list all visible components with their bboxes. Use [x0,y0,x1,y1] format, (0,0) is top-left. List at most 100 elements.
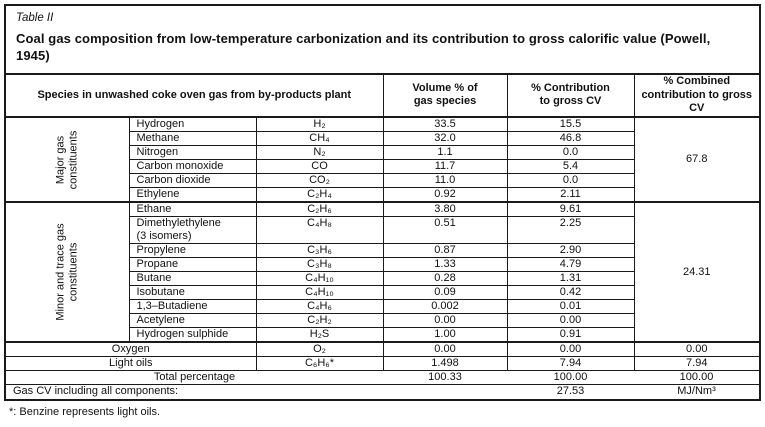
table-row: Propylene C₃H₆ 0.87 2.90 [6,243,759,259]
gas-cv-unit: MJ/Nm³ [634,384,759,399]
species-name: Dimethylethylene (3 isomers) [129,216,257,245]
volume-value: 0.00 [382,341,508,358]
species-formula: C₆H₆* [255,356,384,372]
contribution-value: 5.4 [506,159,634,175]
col-header-species: Species in unwashed coke oven gas from b… [6,74,384,119]
species-name: Oxygen [6,341,257,358]
gas-cv-label: Gas CV including all components: [6,384,507,399]
volume-value: 0.51 [382,216,508,245]
species-name: Propane [129,257,257,273]
table-number: Table II [16,12,54,24]
col-header-combined: % Combined contribution to gross CV [633,74,759,119]
table-row: Propane C₃H₈ 1.33 4.79 [6,257,759,273]
contribution-value: 15.5 [506,116,635,133]
gas-cv-value: 27.53 [507,384,634,399]
species-name: Methane [129,131,257,147]
total-contribution: 100.00 [507,370,634,386]
contribution-value: 7.94 [506,356,635,372]
contribution-value: 2.90 [506,243,634,259]
table-row: Major gas constituents Hydrogen H₂ 33.5 … [6,116,759,203]
species-formula: H₂S [255,327,384,343]
species-formula: CH₄ [255,131,384,147]
contribution-value: 9.61 [506,201,635,218]
species-formula: C₂H₂ [255,313,384,329]
total-volume: 100.33 [383,370,507,386]
data-table: Species in unwashed coke oven gas from b… [6,74,759,399]
species-name: Light oils [6,356,257,372]
species-name: 1,3–Butadiene [129,299,257,315]
volume-value: 1.00 [382,327,508,343]
table-row: Dimethylethylene (3 isomers) C₄H₈ 0.51 2… [6,216,759,245]
table-row: Light oils C₆H₆* 1.498 7.94 7.94 [6,356,759,372]
volume-value: 32.0 [382,131,508,147]
contribution-value: 0.0 [506,173,634,189]
contribution-value: 0.91 [506,327,634,343]
volume-value: 1.1 [382,145,508,161]
volume-value: 0.002 [382,299,508,315]
table-row: Acetylene C₂H₂ 0.00 0.00 [6,313,759,329]
total-row: Total percentage 100.33 100.00 100.00 [6,370,759,386]
species-formula: CO [255,159,384,175]
contribution-value: 2.11 [506,187,634,203]
species-formula: C₄H₁₀ [255,271,384,287]
species-formula: C₂H₆ [255,201,384,218]
table-row: Oxygen O₂ 0.00 0.00 0.00 [6,341,759,358]
species-formula: H₂ [255,116,384,133]
table-row: Carbon dioxide CO₂ 11.0 0.0 [6,173,759,189]
contribution-value: 4.79 [506,257,634,273]
total-combined: 100.00 [634,370,759,386]
table-row: Ethylene C₂H₄ 0.92 2.11 [6,187,759,203]
species-name: Nitrogen [129,145,257,161]
species-name: Ethylene [129,187,257,203]
combined-value: 0.00 [633,341,759,358]
volume-value: 0.87 [382,243,508,259]
contribution-value: 46.8 [506,131,634,147]
footnote: *: Benzine represents light oils. [9,406,161,418]
contribution-value: 2.25 [506,216,634,245]
table-row: Minor and trace gas constituents Ethane … [6,201,759,343]
species-name: Carbon dioxide [129,173,257,189]
species-formula: O₂ [255,341,384,358]
species-formula: C₄H₆ [255,299,384,315]
total-label: Total percentage [6,370,383,386]
volume-value: 1.498 [382,356,508,372]
species-formula: C₄H₈ [255,216,384,245]
group-cell-minor: Minor and trace gas constituents [6,201,130,343]
volume-value: 11.0 [382,173,508,189]
combined-value-minor: 24.31 [633,201,759,343]
volume-value: 0.92 [382,187,508,203]
species-name: Hydrogen [128,116,257,133]
volume-value: 0.09 [382,285,508,301]
species-name: Isobutane [129,285,257,301]
table-title: Coal gas composition from low-temperatur… [16,31,711,63]
table-caption-block: Table II Coal gas composition from low-t… [6,6,759,75]
species-formula: C₄H₁₀ [255,285,384,301]
species-formula: N₂ [255,145,384,161]
col-header-volume: Volume % of gas species [382,74,508,119]
species-name: Propylene [129,243,257,259]
species-name: Acetylene [129,313,257,329]
volume-value: 0.28 [382,271,508,287]
contribution-value: 0.00 [506,313,634,329]
header-row: Species in unwashed coke oven gas from b… [6,74,759,119]
combined-value-major: 67.8 [633,116,759,203]
combined-value: 7.94 [633,356,759,372]
contribution-value: 1.31 [506,271,634,287]
volume-value: 1.33 [382,257,508,273]
volume-value: 0.00 [382,313,508,329]
volume-value: 11.7 [382,159,508,175]
species-formula: CO₂ [255,173,384,189]
species-name: Ethane [128,201,257,218]
contribution-value: 0.0 [506,145,634,161]
gas-cv-row: Gas CV including all components: 27.53 M… [6,384,759,399]
contribution-value: 0.01 [506,299,634,315]
contribution-value: 0.00 [506,341,635,358]
group-cell-major: Major gas constituents [6,116,130,203]
species-formula: C₃H₆ [255,243,384,259]
col-header-contribution: % Contribution to gross CV [506,74,635,119]
table-frame: Table II Coal gas composition from low-t… [4,4,761,401]
volume-value: 33.5 [382,116,508,133]
species-name: Butane [129,271,257,287]
group-label-minor: Minor and trace gas constituents [54,223,80,321]
contribution-value: 0.42 [506,285,634,301]
